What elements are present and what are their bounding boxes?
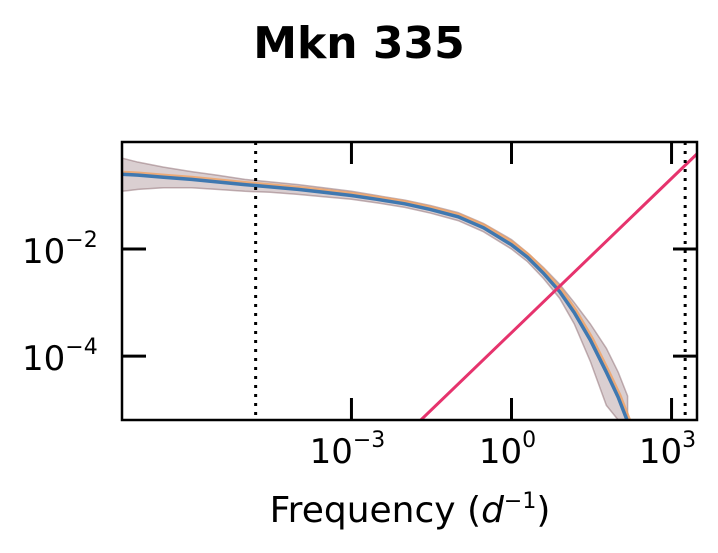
x-tick-label-base: 10 [639,432,682,472]
noise-level-line [419,152,697,420]
x-axis-label-main: Frequency ( [270,490,481,531]
psd-median-line [122,172,629,420]
x-tick-label-exp: 3 [682,428,696,453]
x-axis-label-var: d [481,490,505,531]
chart-title: Mkn 335 [253,18,465,69]
x-axis-label-sup: −1 [504,489,536,514]
axes-frame [120,140,699,422]
x-tick-label-2: 100 [479,428,536,472]
x-axis-label: Frequency (d−1) [270,489,551,531]
x-tick-label-exp: −3 [353,428,385,453]
plot-area [122,142,697,420]
x-tick-label-3: 103 [639,428,696,472]
y-tick-label-1: 10−2 [22,228,98,272]
psd-confidence-band [122,157,629,420]
x-tick-label-base: 10 [310,432,353,472]
y-tick-label-2: 10−4 [22,335,98,379]
y-tick-label-base: 10 [22,232,65,272]
y-tick-label-exp: −2 [65,228,97,253]
y-tick-label-exp: −4 [65,335,97,360]
x-axis-label-end: ) [536,490,550,531]
x-tick-label-exp: 0 [522,428,536,453]
psd-model-line [123,170,631,420]
y-tick-label-base: 10 [22,339,65,379]
x-tick-label-1: 10−3 [310,428,386,472]
x-tick-label-base: 10 [479,432,522,472]
